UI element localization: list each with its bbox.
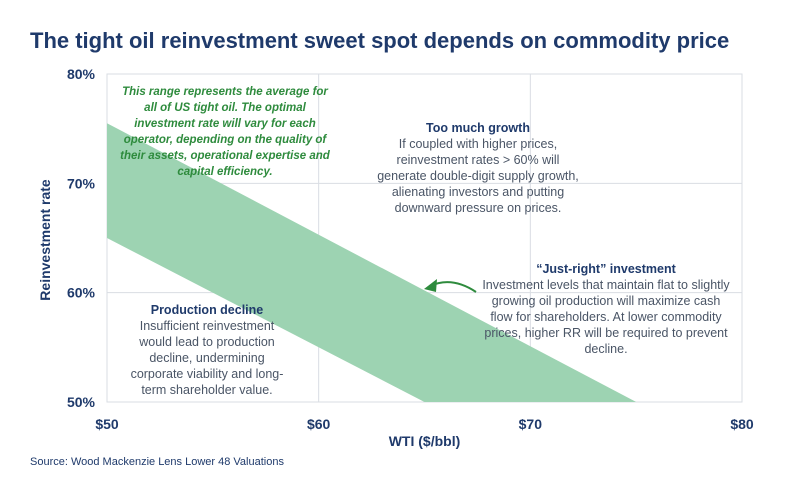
annotation-line: would lead to production (138, 335, 275, 349)
y-tick-label: 50% (67, 394, 96, 410)
pointer-arrow (429, 281, 477, 293)
annotation-line: decline. (584, 342, 627, 356)
annotation-line: capital efficiency. (177, 166, 272, 178)
annotation-line: operator, depending on the quality of (124, 134, 328, 146)
x-tick-label: $70 (519, 416, 543, 432)
y-tick-label: 60% (67, 285, 96, 301)
annotation-line: prices, higher RR will be required to pr… (484, 326, 728, 340)
annotation-line: decline, undermining (149, 351, 264, 365)
annotation-line: Investment levels that maintain flat to … (482, 278, 730, 292)
annotation-line: growing oil production will maximize cas… (492, 294, 721, 308)
annotation-line: generate double-digit supply growth, (377, 169, 579, 183)
annotation-line: reinvestment rates > 60% will (397, 153, 560, 167)
annotation-line: corporate viability and long- (131, 367, 284, 381)
annotation-heading: Too much growth (426, 121, 530, 135)
x-tick-label: $50 (95, 416, 119, 432)
annotation-line: flow for shareholders. At lower commodit… (490, 310, 722, 324)
annotation-line: If coupled with higher prices, (399, 137, 557, 151)
annotation-line: downward pressure on prices. (395, 201, 562, 215)
x-tick-label: $60 (307, 416, 331, 432)
annotation-line: This range represents the average for (122, 86, 328, 98)
chart-title: The tight oil reinvestment sweet spot de… (30, 28, 730, 53)
band-layer (107, 123, 637, 402)
pointer-arrowhead (424, 279, 437, 292)
annotation-line: their assets, operational expertise and (120, 150, 331, 162)
annotation-line: Insufficient reinvestment (140, 319, 275, 333)
annotation-heading: “Just-right” investment (536, 262, 676, 276)
y-axis-label: Reinvestment rate (37, 179, 53, 301)
annotation-heading: Production decline (151, 303, 264, 317)
annotation-line: alienating investors and putting (392, 185, 564, 199)
annotation-layer: This range represents the average for all… (120, 86, 730, 397)
tick-layer: $50 $60 $70 $80 50% 60% 70% 80% (67, 66, 754, 432)
annotation-line: investment rate will vary for each (134, 118, 316, 130)
annotation-line: all of US tight oil. The optimal (144, 102, 306, 114)
x-axis-label: WTI ($/bbl) (389, 433, 461, 449)
x-tick-label: $80 (730, 416, 754, 432)
y-tick-label: 80% (67, 66, 96, 82)
annotation-line: term shareholder value. (141, 383, 272, 397)
y-tick-label: 70% (67, 175, 96, 191)
source-note: Source: Wood Mackenzie Lens Lower 48 Val… (30, 456, 284, 468)
sweet-spot-band (107, 123, 637, 402)
